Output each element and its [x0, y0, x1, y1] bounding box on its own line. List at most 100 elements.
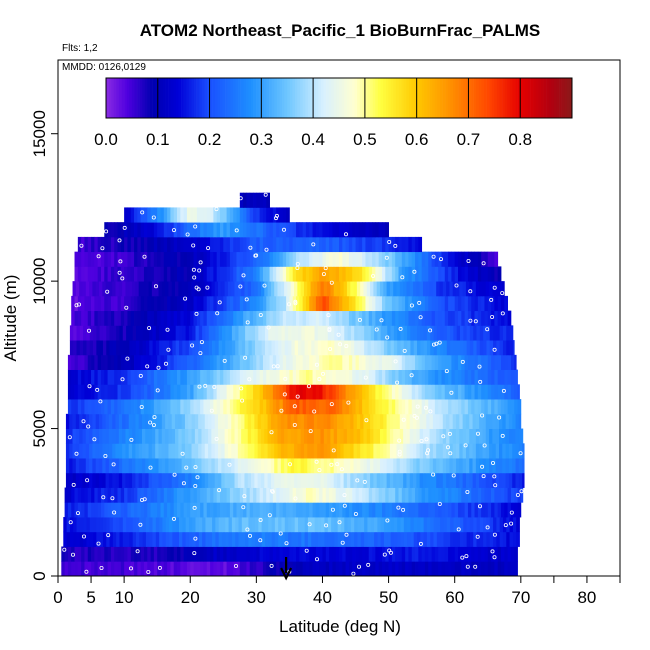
heatmap-cell	[512, 428, 516, 444]
heatmap-cell	[365, 546, 370, 562]
heatmap-cell	[93, 340, 97, 356]
heatmap-cell	[472, 428, 477, 444]
heatmap-cell	[163, 561, 168, 577]
colorbar-slice	[307, 78, 311, 118]
heatmap-cell	[416, 472, 421, 488]
heatmap-cell	[337, 517, 342, 533]
heatmap-cell	[277, 281, 282, 297]
colorbar-slice	[375, 78, 379, 118]
heatmap-cell	[282, 295, 287, 312]
heatmap-cell	[322, 251, 327, 267]
heatmap-cell	[241, 325, 246, 341]
heatmap-cell	[345, 561, 350, 577]
heatmap-cell	[279, 354, 284, 370]
heatmap-cell	[137, 354, 142, 370]
heatmap-cell	[249, 266, 254, 282]
heatmap-cell	[282, 502, 287, 518]
heatmap-cell	[210, 384, 214, 400]
heatmap-cell	[290, 413, 295, 429]
colorbar-slice	[168, 78, 172, 118]
heatmap-cell	[243, 310, 247, 326]
colorbar-slice	[181, 78, 184, 118]
heatmap-cell	[389, 458, 394, 474]
heatmap-cell	[145, 413, 149, 429]
heatmap-cell	[448, 399, 452, 415]
heatmap-cell	[128, 413, 133, 429]
heatmap-cell	[485, 413, 490, 429]
sample-point	[263, 192, 268, 197]
heatmap-cell	[342, 546, 347, 562]
heatmap-cell	[434, 295, 439, 312]
heatmap-cell	[504, 310, 508, 326]
colorbar-slice	[289, 78, 293, 118]
heatmap-cell	[163, 310, 168, 326]
sample-point	[203, 383, 208, 388]
heatmap-cell	[79, 413, 83, 429]
heatmap-cell	[79, 428, 83, 444]
heatmap-cell	[257, 428, 262, 444]
heatmap-cell	[137, 546, 142, 562]
heatmap-cell	[190, 207, 194, 223]
heatmap-cell	[313, 472, 318, 488]
heatmap-cell	[255, 517, 259, 533]
heatmap-cell	[317, 340, 322, 356]
heatmap-cell	[132, 428, 136, 444]
heatmap-cell	[148, 443, 153, 459]
heatmap-cell	[168, 443, 173, 459]
colorbar-slice	[250, 78, 254, 118]
heatmap-cell	[475, 472, 480, 488]
heatmap-cell	[408, 561, 413, 577]
heatmap-cell	[272, 251, 277, 267]
heatmap-cell	[393, 458, 397, 474]
heatmap-cell	[403, 281, 407, 297]
heatmap-cell	[91, 295, 95, 312]
sample-point	[292, 422, 297, 427]
sample-point	[98, 399, 103, 404]
heatmap-cell	[173, 295, 178, 312]
heatmap-cell	[514, 502, 518, 518]
heatmap-cell	[128, 428, 133, 444]
heatmap-cell	[168, 281, 173, 297]
heatmap-cell	[180, 207, 185, 223]
colorbar-slice	[522, 78, 526, 118]
heatmap-cell	[383, 413, 388, 429]
heatmap-cell	[256, 354, 261, 370]
heatmap-cell	[431, 251, 436, 267]
heatmap-cell	[362, 266, 366, 282]
heatmap-cell	[223, 236, 227, 253]
heatmap-cell	[231, 458, 235, 474]
heatmap-cell	[467, 266, 472, 282]
heatmap-cell	[175, 428, 179, 444]
heatmap-cell	[137, 207, 142, 223]
heatmap-cell	[452, 458, 457, 474]
heatmap-cell	[170, 487, 175, 503]
heatmap-cell	[141, 428, 146, 444]
heatmap-cell	[438, 266, 442, 282]
heatmap-cell	[190, 222, 194, 238]
sample-point	[326, 313, 331, 318]
heatmap-cell	[147, 546, 151, 562]
heatmap-cell	[86, 517, 91, 533]
heatmap-cell	[481, 295, 485, 312]
heatmap-cell	[376, 458, 381, 474]
heatmap-cell	[276, 487, 280, 503]
colorbar: 0.0 0.1 0.2 0.3 0.4 0.5 0.6 0.7 0.8	[94, 77, 573, 149]
heatmap-cell	[74, 502, 79, 518]
heatmap-cell	[339, 354, 343, 370]
heatmap-cell	[379, 281, 384, 297]
heatmap-cell	[322, 561, 327, 577]
colorbar-slice	[486, 78, 490, 118]
heatmap-cell	[106, 325, 110, 341]
heatmap-cell	[260, 458, 265, 474]
heatmap-cell	[346, 458, 351, 474]
heatmap-cell	[391, 369, 396, 385]
sample-point	[258, 538, 263, 543]
heatmap-cell	[251, 458, 255, 474]
colorbar-slice	[458, 78, 461, 118]
heatmap-cell	[262, 354, 267, 370]
heatmap-cell	[262, 266, 267, 282]
heatmap-cell	[76, 325, 81, 341]
heatmap-cell	[362, 222, 366, 238]
heatmap-cell	[206, 502, 211, 518]
heatmap-cell	[388, 384, 393, 400]
